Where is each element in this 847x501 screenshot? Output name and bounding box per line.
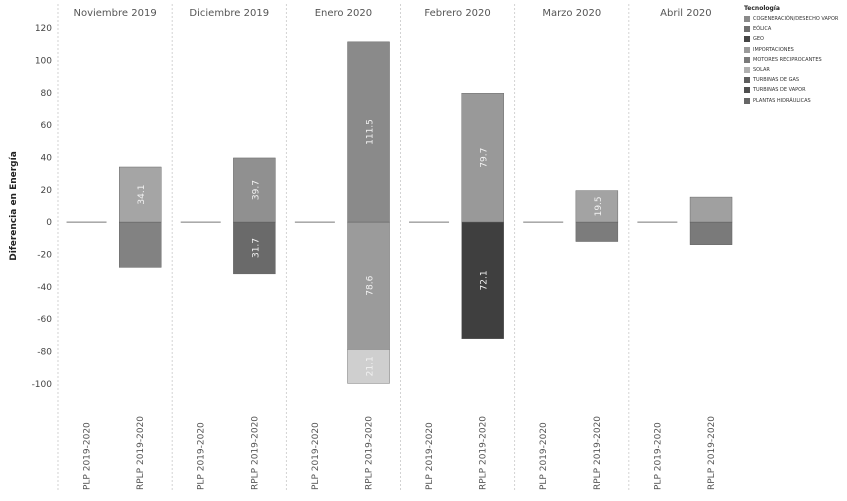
bar-data-label: 31.7 bbox=[251, 238, 261, 258]
category-label: PLP 2019-2020 bbox=[311, 422, 321, 490]
legend-label: Motores Reciprocantes bbox=[753, 56, 822, 63]
legend-item: Importaciones bbox=[744, 45, 844, 55]
y-tick-label: -100 bbox=[32, 380, 53, 390]
category-label: PLP 2019-2020 bbox=[653, 422, 663, 490]
bar-data-label: 34.1 bbox=[137, 185, 147, 205]
bar-segment bbox=[575, 190, 619, 223]
y-tick-label: 20 bbox=[41, 186, 53, 196]
month-header: Abril 2020 bbox=[660, 8, 711, 19]
y-tick-label: 120 bbox=[35, 24, 52, 34]
bar-data-label: 72.1 bbox=[480, 270, 490, 290]
y-tick-label: -60 bbox=[37, 315, 52, 325]
bar-segment bbox=[347, 349, 390, 384]
legend-swatch bbox=[744, 97, 750, 104]
legend-label: Cogeneración/Desecho Vapor bbox=[753, 16, 839, 23]
category-label: PLP 2019-2020 bbox=[425, 422, 435, 490]
legend-item: Turbinas de Vapor bbox=[744, 85, 844, 95]
bar-data-label: 78.6 bbox=[366, 275, 376, 295]
bar-segment bbox=[575, 221, 619, 242]
bar-data-label: 111.5 bbox=[366, 119, 376, 145]
legend-label: Importaciones bbox=[753, 46, 794, 53]
category-label: RPLP 2019-2020 bbox=[136, 416, 146, 490]
bar-data-label: 39.7 bbox=[251, 180, 261, 200]
bar-data-label: 79.7 bbox=[480, 148, 490, 168]
bar-segment bbox=[461, 221, 504, 339]
category-label: RPLP 2019-2020 bbox=[365, 416, 375, 490]
y-tick-label: -20 bbox=[37, 250, 52, 260]
legend-item: Solar bbox=[744, 65, 844, 75]
legend-label: Plantas Hidráulicas bbox=[753, 97, 811, 104]
bar-segment bbox=[689, 221, 733, 245]
month-header: Enero 2020 bbox=[315, 8, 372, 19]
category-label: RPLP 2019-2020 bbox=[707, 416, 717, 490]
legend-swatch bbox=[744, 56, 750, 63]
category-label: PLP 2019-2020 bbox=[197, 422, 207, 490]
category-label: RPLP 2019-2020 bbox=[593, 416, 603, 490]
month-header: Febrero 2020 bbox=[424, 8, 490, 19]
bar-segment bbox=[118, 221, 162, 268]
legend-swatch bbox=[744, 67, 750, 74]
legend-label: Solar bbox=[753, 67, 770, 74]
legend-swatch bbox=[744, 46, 750, 53]
legend-item: Geo bbox=[744, 34, 844, 44]
legend-swatch bbox=[744, 77, 750, 84]
legend-swatch bbox=[744, 26, 750, 33]
category-label: RPLP 2019-2020 bbox=[250, 416, 260, 490]
legend-swatch bbox=[744, 87, 750, 94]
legend-title: Tecnología bbox=[744, 5, 780, 12]
legend-label: Eólica bbox=[753, 26, 772, 33]
month-header: Noviembre 2019 bbox=[73, 8, 156, 19]
y-axis-label: Diferencia en Energía bbox=[9, 151, 19, 261]
legend-item: Plantas Hidráulicas bbox=[744, 96, 844, 106]
legend-item: Cogeneración/Desecho Vapor bbox=[744, 14, 844, 24]
y-tick-label: 60 bbox=[41, 121, 53, 131]
legend-swatch bbox=[744, 36, 750, 43]
category-label: PLP 2019-2020 bbox=[83, 422, 93, 490]
bar-data-label: 21.1 bbox=[366, 356, 376, 376]
legend-item: Eólica bbox=[744, 24, 844, 34]
legend-item: Motores Reciprocantes bbox=[744, 55, 844, 65]
legend-label: Turbinas de Gas bbox=[753, 77, 800, 84]
bar-segment bbox=[689, 196, 733, 223]
bar-data-label: 19.5 bbox=[594, 196, 604, 216]
legend-item: Turbinas de Gas bbox=[744, 75, 844, 85]
legend-swatch bbox=[744, 16, 750, 23]
y-tick-label: 0 bbox=[46, 218, 52, 228]
legend: Tecnología Cogeneración/Desecho Vapor Eól… bbox=[744, 5, 844, 106]
bar-segment bbox=[347, 41, 390, 223]
y-tick-label: 100 bbox=[35, 56, 52, 66]
bar-segment bbox=[118, 166, 162, 223]
bar-segment bbox=[233, 221, 276, 275]
y-tick-label: -80 bbox=[37, 347, 52, 357]
y-tick-label: -40 bbox=[37, 283, 52, 293]
bar-segment bbox=[233, 157, 276, 223]
month-header: Diciembre 2019 bbox=[189, 8, 269, 19]
bar-segment bbox=[461, 93, 504, 223]
y-tick-label: 40 bbox=[41, 153, 53, 163]
bar-segment bbox=[347, 221, 390, 350]
legend-label: Turbinas de Vapor bbox=[753, 87, 806, 94]
category-label: RPLP 2019-2020 bbox=[479, 416, 489, 490]
legend-items: Cogeneración/Desecho Vapor Eólica Geo Impor… bbox=[744, 14, 844, 106]
category-label: PLP 2019-2020 bbox=[539, 422, 549, 490]
month-header: Marzo 2020 bbox=[542, 8, 601, 19]
y-tick-label: 80 bbox=[41, 89, 53, 99]
legend-label: Geo bbox=[753, 36, 764, 43]
